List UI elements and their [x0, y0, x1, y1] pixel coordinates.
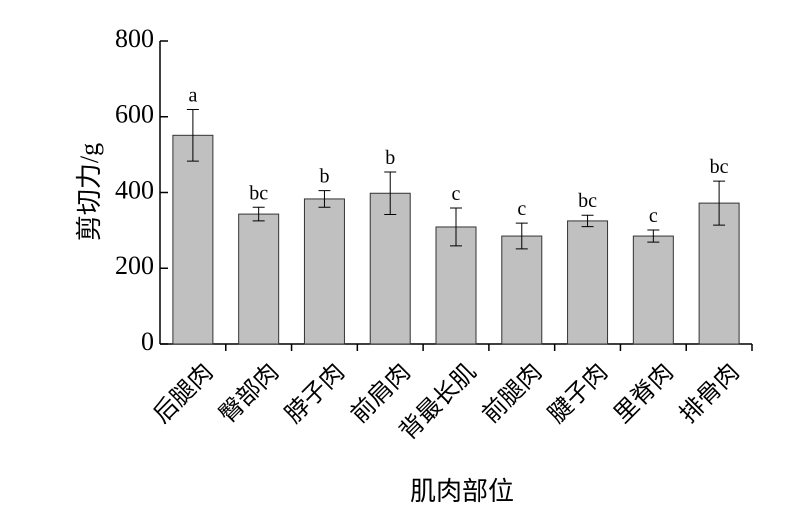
y-tick-label: 400 [115, 175, 154, 204]
error-bar [647, 229, 660, 243]
significance-letter: bc [578, 190, 597, 212]
bar [303, 198, 345, 345]
bar [632, 235, 674, 345]
bar [501, 235, 543, 345]
error-bar [384, 171, 397, 215]
significance-letter: bc [249, 182, 268, 204]
x-tick-label: 后腿肉 [148, 358, 218, 428]
significance-letter: a [188, 85, 197, 107]
significance-letter: c [649, 205, 658, 227]
error-bar [581, 214, 594, 228]
significance-letter: c [517, 198, 526, 220]
x-tick-label: 脖子肉 [280, 358, 350, 428]
bar [238, 213, 280, 345]
y-tick-label: 800 [115, 24, 154, 53]
x-tick-label: 腱子肉 [543, 358, 613, 428]
x-tick-label: 臀部肉 [214, 358, 284, 428]
y-tick-label: 600 [115, 100, 154, 129]
bar [172, 134, 214, 345]
error-bar [515, 222, 528, 250]
x-tick-label: 排骨肉 [675, 358, 745, 428]
significance-letter: bc [710, 156, 729, 178]
y-tick-label: 200 [115, 251, 154, 280]
y-tick-label: 0 [141, 327, 154, 356]
error-bar [186, 109, 199, 162]
y-axis-title: 剪切力/g [75, 143, 104, 241]
significance-letter: b [319, 166, 329, 188]
bar [435, 226, 477, 345]
bar [369, 192, 411, 345]
x-tick-label: 里脊肉 [609, 358, 679, 428]
bar [698, 202, 740, 345]
error-bar [252, 206, 265, 222]
x-axis-title: 肌肉部位 [410, 477, 514, 506]
significance-letter: b [385, 147, 395, 169]
bar [567, 220, 609, 345]
x-tick-label: 前腿肉 [477, 358, 547, 428]
error-bar [450, 207, 462, 247]
error-bar [318, 190, 331, 208]
error-bar [713, 180, 726, 226]
significance-letter: c [452, 183, 461, 205]
